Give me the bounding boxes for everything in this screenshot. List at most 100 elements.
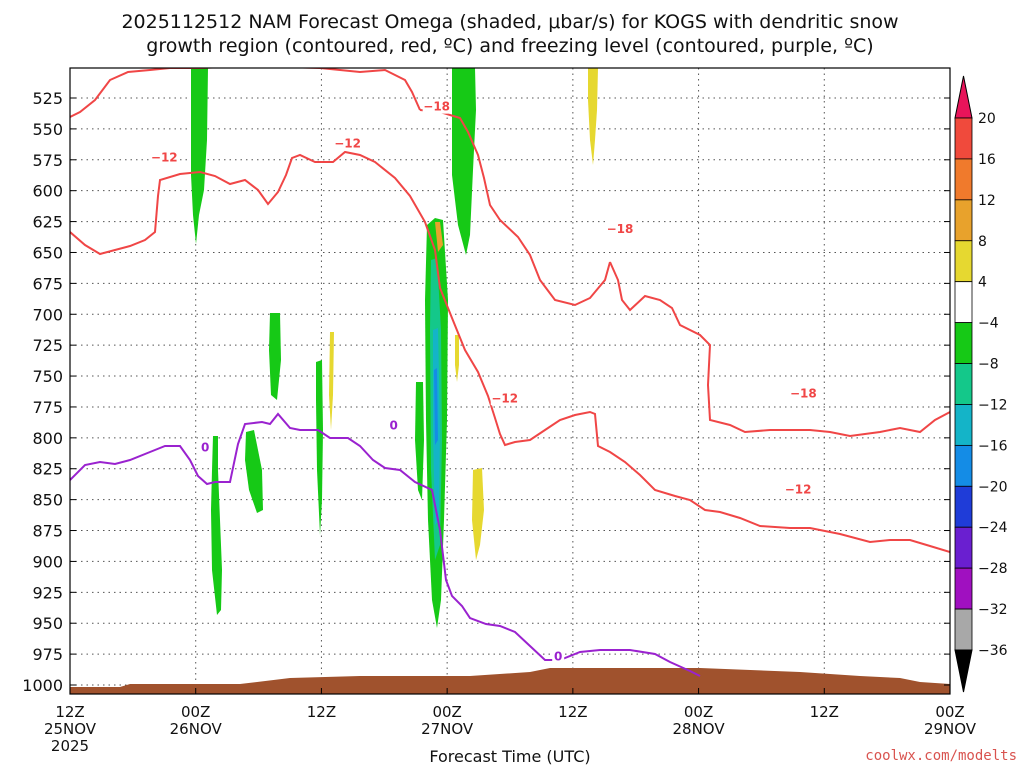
colorbar-top-arrow: [954, 75, 973, 119]
omega-green-cell: [452, 68, 476, 255]
chart-title-line-2: growth region (contoured, red, ºC) and f…: [146, 35, 873, 57]
y-tick-label: 975: [32, 645, 63, 664]
omega-colorbar: 20 16 12 8 4 −4 −8 −12 −16 −20 −24 −28 −32 −36: [954, 75, 1008, 693]
contour-label: 0: [390, 418, 398, 432]
colorbar-swatch: [954, 158, 973, 201]
y-tick-label: 875: [32, 522, 63, 541]
colorbar-swatch: [954, 281, 973, 324]
omega-green-cell: [245, 430, 263, 513]
colorbar-label: −12: [978, 397, 1008, 413]
y-tick-label: 1000: [22, 676, 63, 695]
omega-yellow-cell: [472, 468, 484, 560]
plot-frame: [69, 67, 951, 695]
contour-label-bg: [784, 481, 813, 497]
colorbar-label: 4: [978, 275, 987, 291]
x-tick-label: 00Z: [935, 703, 964, 721]
y-tick-label: 900: [32, 552, 63, 571]
x-tick-label: 28NOV: [673, 720, 726, 738]
contour-label: −12: [151, 150, 178, 164]
plot-grid: [69, 68, 951, 694]
y-tick-label: 925: [32, 583, 63, 602]
y-tick-label: 950: [32, 614, 63, 633]
colorbar-swatch: [954, 199, 973, 242]
x-tick-label: 12Z: [810, 703, 839, 721]
colorbar-swatch: [954, 608, 973, 651]
contour-label-bg: [387, 417, 400, 433]
omega-yellow-cell: [329, 332, 334, 430]
terrain-ground-fill: [70, 668, 950, 694]
y-tick-label: 525: [32, 89, 63, 108]
y-tick-label: 725: [32, 336, 63, 355]
omega-green-cell: [415, 382, 424, 500]
y-tick-label: 650: [32, 243, 63, 262]
x-tick-label: 29NOV: [924, 720, 977, 738]
colorbar-label: 16: [978, 152, 996, 168]
colorbar-label: −8: [978, 357, 999, 373]
contour-label-bg: [490, 390, 519, 406]
y-tick-label: 775: [32, 398, 63, 417]
y-tick-label: 700: [32, 305, 63, 324]
contour-label-bg: [606, 220, 634, 236]
omega-orange-cell: [435, 222, 443, 252]
contour-label: 0: [554, 650, 562, 664]
colorbar-label: −24: [978, 520, 1008, 536]
y-tick-label: 750: [32, 367, 63, 386]
y-tick-label: 850: [32, 491, 63, 510]
y-tick-label: 800: [32, 429, 63, 448]
omega-blue-cell: [434, 368, 438, 445]
contour-label-bg: [422, 98, 451, 114]
colorbar-label: 12: [978, 193, 996, 209]
x-tick-label: 00Z: [684, 703, 713, 721]
omega-yellow-cell: [588, 68, 598, 165]
freezing-level-contour: [70, 412, 701, 677]
y-tick-label: 675: [32, 274, 63, 293]
contour-label: −18: [790, 386, 817, 400]
colorbar-swatch: [954, 526, 973, 569]
colorbar-label: 20: [978, 111, 996, 127]
x-tick-label: 00Z: [432, 703, 461, 721]
x-tick-label: 00Z: [181, 703, 210, 721]
colorbar-swatch: [954, 404, 973, 446]
omega-green-cell: [269, 313, 281, 400]
omega-green-cell: [211, 436, 222, 615]
contour-label: −18: [607, 222, 634, 236]
colorbar-label: −20: [978, 479, 1008, 495]
x-tick-label: 12Z: [558, 703, 587, 721]
colorbar-swatch: [954, 117, 973, 160]
colorbar-swatch: [954, 363, 973, 405]
colorbar-label: 8: [978, 234, 987, 250]
x-tick-label: 26NOV: [170, 720, 223, 738]
x-tick-label: 2025: [51, 737, 89, 755]
contour-label: −12: [785, 483, 812, 497]
y-tick-label: 825: [32, 460, 63, 479]
colorbar-label: −28: [978, 561, 1008, 577]
contour-label-bg: [552, 648, 565, 664]
credit-text: coolwx.com/modelts: [865, 748, 1017, 764]
contour-label-bg: [150, 149, 179, 165]
omega-shading-layer: [191, 68, 598, 628]
minus-12-contour-upper: [70, 68, 421, 118]
colorbar-label: −36: [978, 643, 1008, 659]
x-tick-label: 12Z: [307, 703, 336, 721]
contour-label: −12: [334, 137, 361, 151]
x-axis-label: Forecast Time (UTC): [429, 747, 590, 766]
y-tick-label: 550: [32, 120, 63, 139]
omega-yellow-cell: [455, 335, 459, 382]
contour-labels: −18 −12 −12 −18 −12 −18 −12 0 0 0: [150, 98, 818, 664]
y-tick-label: 600: [32, 182, 63, 201]
contour-label-bg: [333, 135, 362, 151]
x-tick-label: 25NOV: [44, 720, 97, 738]
x-tick-label: 27NOV: [421, 720, 474, 738]
contour-label: −12: [491, 391, 518, 405]
colorbar-swatch: [954, 485, 973, 528]
y-tick-label: 625: [32, 213, 63, 232]
colorbar-swatch: [954, 567, 973, 610]
contour-label: −18: [423, 100, 450, 114]
contour-label: 0: [201, 441, 209, 455]
contour-label-bg: [199, 439, 212, 455]
chart-title-line-1: 2025112512 NAM Forecast Omega (shaded, μ…: [121, 11, 898, 33]
omega-green-cell: [316, 360, 323, 535]
y-tick-label: 575: [32, 151, 63, 170]
